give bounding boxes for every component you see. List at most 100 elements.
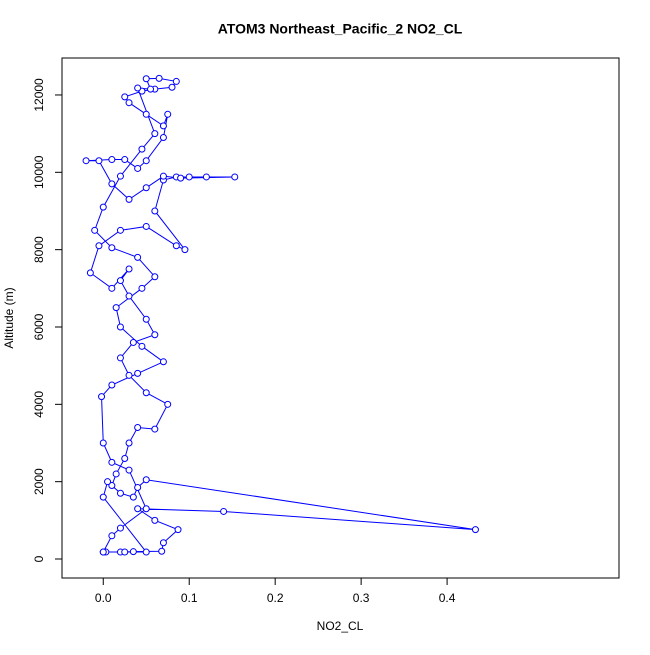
data-point <box>159 539 167 547</box>
data-point <box>129 338 137 346</box>
data-point <box>202 173 210 181</box>
y-tick-label: 8000 <box>32 236 46 263</box>
data-point <box>134 253 142 261</box>
data-point <box>138 284 146 292</box>
data-point <box>108 381 116 389</box>
data-point <box>82 157 90 165</box>
data-point <box>142 389 150 397</box>
data-point <box>129 493 137 501</box>
data-point <box>174 526 182 534</box>
data-point <box>134 369 142 377</box>
data-point <box>116 226 124 234</box>
data-point <box>121 548 129 556</box>
data-point <box>108 458 116 466</box>
data-point <box>121 454 129 462</box>
data-point <box>116 323 124 331</box>
y-tick-label: 6000 <box>32 313 46 340</box>
data-point <box>99 493 107 501</box>
x-tick-label: 0.4 <box>439 591 456 605</box>
data-point <box>142 548 150 556</box>
data-point <box>112 470 120 478</box>
data-point <box>151 425 159 433</box>
data-point <box>108 284 116 292</box>
x-tick-label: 0.2 <box>267 591 284 605</box>
data-point <box>108 532 116 540</box>
data-point <box>164 400 172 408</box>
data-point <box>142 476 150 484</box>
data-point <box>220 507 228 515</box>
data-point <box>142 184 150 192</box>
data-point <box>142 505 150 513</box>
data-point <box>116 277 124 285</box>
data-point <box>125 195 133 203</box>
data-point <box>112 304 120 312</box>
y-tick-label: 0 <box>32 555 46 562</box>
y-tick-label: 2000 <box>32 468 46 495</box>
data-point <box>142 157 150 165</box>
data-point <box>147 85 155 93</box>
data-point <box>99 548 107 556</box>
data-point <box>159 122 167 130</box>
data-point <box>108 180 116 188</box>
data-point <box>155 74 163 82</box>
data-point <box>142 315 150 323</box>
data-point <box>86 269 94 277</box>
data-point <box>125 292 133 300</box>
data-point <box>159 172 167 180</box>
data-point <box>104 478 112 486</box>
chart-title: ATOM3 Northeast_Pacific_2 NO2_CL <box>218 21 463 37</box>
data-point <box>108 156 116 164</box>
data-point <box>142 75 150 83</box>
data-point <box>185 173 193 181</box>
data-point <box>159 358 167 366</box>
data-point <box>158 547 166 555</box>
data-point <box>91 226 99 234</box>
data-point <box>134 505 142 513</box>
data-point <box>168 83 176 91</box>
data-point <box>134 424 142 432</box>
data-point <box>95 242 103 250</box>
data-point <box>98 393 106 401</box>
data-point <box>125 99 133 107</box>
data-point <box>151 207 159 215</box>
data-point <box>108 482 116 490</box>
data-point <box>177 174 185 182</box>
x-tick-label: 0.1 <box>181 591 198 605</box>
data-point <box>151 331 159 339</box>
data-point <box>121 156 129 164</box>
data-point <box>151 273 159 281</box>
x-axis-label: NO2_CL <box>317 619 364 633</box>
data-point <box>129 548 137 556</box>
data-point <box>125 371 133 379</box>
data-point <box>151 516 159 524</box>
x-tick-label: 0.0 <box>95 591 112 605</box>
data-point <box>121 93 129 101</box>
data-point <box>134 164 142 172</box>
data-point <box>95 157 103 165</box>
data-point <box>138 145 146 153</box>
data-point <box>125 466 133 474</box>
data-point <box>134 84 142 92</box>
y-tick-label: 12000 <box>32 78 46 112</box>
data-point <box>172 242 180 250</box>
data-point <box>471 526 479 534</box>
data-point <box>116 524 124 532</box>
data-point <box>99 203 107 211</box>
data-point <box>116 172 124 180</box>
data-point <box>159 134 167 142</box>
data-point <box>116 354 124 362</box>
x-tick-label: 0.3 <box>353 591 370 605</box>
data-point <box>151 130 159 138</box>
data-point <box>181 246 189 254</box>
data-point <box>164 110 172 118</box>
data-point <box>138 342 146 350</box>
data-point <box>142 222 150 230</box>
y-axis-label: Altitude (m) <box>2 287 16 348</box>
data-point <box>125 439 133 447</box>
y-tick-label: 10000 <box>32 155 46 189</box>
data-point <box>108 244 116 252</box>
data-point <box>99 439 107 447</box>
data-point <box>116 489 124 497</box>
